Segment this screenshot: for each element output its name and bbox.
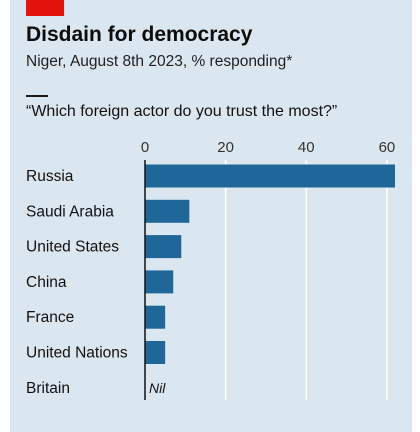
category-label: Saudi Arabia	[26, 203, 114, 220]
category-label: China	[26, 274, 67, 291]
bar	[145, 199, 190, 223]
question-rule	[26, 95, 48, 97]
chart-question: “Which foreign actor do you trust the mo…	[26, 103, 338, 120]
chart-subtitle: Niger, August 8th 2023, % responding*	[26, 53, 293, 70]
bar	[145, 270, 174, 294]
category-label: United States	[26, 239, 119, 256]
category-label: France	[26, 309, 74, 326]
x-tick-label: 40	[298, 139, 315, 156]
bar	[145, 164, 395, 188]
bar	[145, 305, 166, 329]
value-label: Nil	[149, 380, 166, 396]
x-tick-label: 0	[141, 139, 149, 156]
bar-chart: 0 20 40 60 Russia Saudi Arabia United States Ch…	[26, 139, 396, 400]
chart-title: Disdain for democracy	[26, 23, 253, 46]
chart-panel: Disdain for democracy Niger, August 8th …	[10, 0, 412, 432]
category-label: United Nations	[26, 345, 128, 362]
x-tick-label: 60	[379, 139, 396, 156]
bar	[145, 341, 166, 364]
category-label: Russia	[26, 168, 74, 185]
x-tick-label: 20	[217, 139, 234, 156]
bar	[145, 235, 182, 259]
brand-tag	[26, 0, 64, 16]
category-label: Britain	[26, 380, 70, 397]
